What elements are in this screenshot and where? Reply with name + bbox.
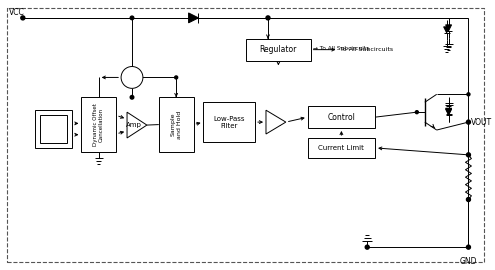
- Text: Amp: Amp: [126, 122, 142, 128]
- Polygon shape: [444, 27, 449, 33]
- Polygon shape: [446, 108, 451, 114]
- Text: Control: Control: [328, 113, 355, 122]
- Text: Sample
and Hold: Sample and Hold: [171, 110, 182, 139]
- Circle shape: [175, 76, 178, 79]
- Polygon shape: [189, 13, 198, 23]
- Bar: [308, 138, 375, 158]
- Text: Regulator: Regulator: [260, 45, 297, 54]
- Circle shape: [466, 198, 470, 201]
- Text: Low-Pass
Filter: Low-Pass Filter: [213, 116, 245, 129]
- Bar: [246, 39, 311, 60]
- Text: GND: GND: [460, 257, 477, 266]
- Circle shape: [466, 245, 470, 249]
- Circle shape: [365, 245, 369, 249]
- Bar: [81, 97, 116, 152]
- Circle shape: [466, 120, 470, 124]
- Circle shape: [266, 16, 270, 20]
- Circle shape: [466, 153, 470, 157]
- Polygon shape: [266, 110, 286, 134]
- Bar: [40, 115, 67, 143]
- Bar: [203, 102, 255, 142]
- Circle shape: [130, 96, 134, 99]
- Text: → To All Subcircuits: → To All Subcircuits: [313, 46, 369, 51]
- Bar: [159, 97, 194, 152]
- Text: Dynamic Offset
Cancellation: Dynamic Offset Cancellation: [94, 103, 104, 146]
- Circle shape: [130, 16, 134, 20]
- Text: VCC: VCC: [9, 8, 25, 18]
- Polygon shape: [446, 109, 451, 115]
- Circle shape: [415, 111, 418, 114]
- Polygon shape: [127, 112, 147, 138]
- Text: Current Limit: Current Limit: [318, 145, 364, 151]
- Text: To All Subcircuits: To All Subcircuits: [341, 47, 394, 52]
- Circle shape: [467, 93, 470, 96]
- Bar: [308, 106, 375, 128]
- Circle shape: [121, 66, 143, 88]
- Bar: [35, 110, 72, 148]
- Text: VOUT: VOUT: [470, 118, 492, 127]
- Polygon shape: [446, 25, 451, 31]
- Circle shape: [21, 16, 25, 20]
